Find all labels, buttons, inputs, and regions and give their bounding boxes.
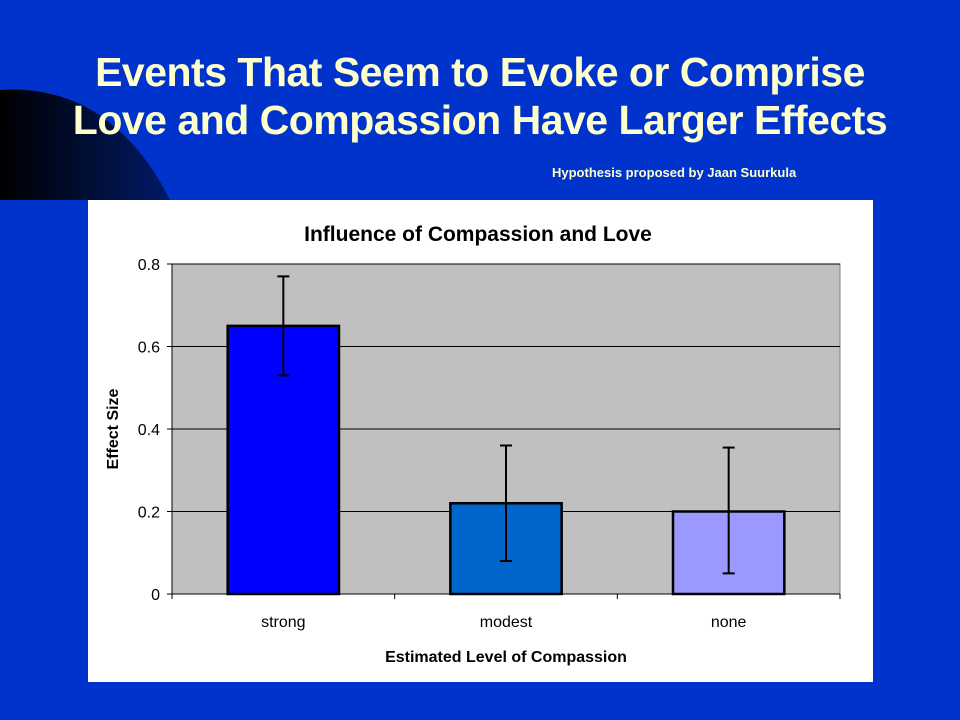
y-tick-label: 0 xyxy=(151,587,160,604)
x-axis-title: Estimated Level of Compassion xyxy=(385,649,627,666)
x-tick-label-none: none xyxy=(711,614,747,631)
y-tick-label: 0.4 xyxy=(138,422,160,439)
x-tick-label-modest: modest xyxy=(480,614,533,631)
x-axis: strong modest none xyxy=(171,593,841,631)
slide-title-line-1: Events That Seem to Evoke or Comprise xyxy=(95,49,865,95)
slide-title: Events That Seem to Evoke or Comprise Lo… xyxy=(0,48,960,144)
slide-subtitle: Hypothesis proposed by Jaan Suurkula xyxy=(552,165,797,180)
y-axis-title: Effect Size xyxy=(105,388,122,469)
chart-title: Influence of Compassion and Love xyxy=(304,223,652,246)
bars xyxy=(226,324,786,596)
bar-chart: Influence of Compassion and Love 0 0.2 0.4… xyxy=(105,223,841,666)
x-tick-label-strong: strong xyxy=(261,614,305,631)
y-tick-label: 0.2 xyxy=(138,505,160,522)
error-bars xyxy=(277,275,735,575)
y-tick-label: 0.8 xyxy=(138,257,160,274)
slide-title-line-2: Love and Compassion Have Larger Effects xyxy=(72,97,888,143)
chart-panel: Influence of Compassion and Love 0 0.2 0.4… xyxy=(88,200,873,682)
y-tick-label: 0.6 xyxy=(138,340,160,357)
y-axis: 0 0.2 0.4 0.6 0.8 xyxy=(138,257,173,604)
